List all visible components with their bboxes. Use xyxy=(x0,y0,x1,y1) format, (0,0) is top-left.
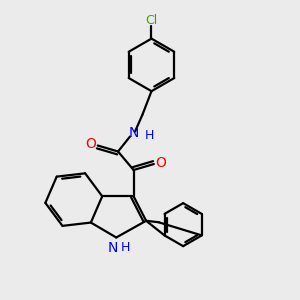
Text: H: H xyxy=(121,242,130,254)
Text: N: N xyxy=(107,241,118,255)
Text: N: N xyxy=(128,126,139,140)
Text: O: O xyxy=(155,155,166,170)
Text: H: H xyxy=(144,129,154,142)
Text: Cl: Cl xyxy=(146,14,158,27)
Text: O: O xyxy=(86,137,97,151)
